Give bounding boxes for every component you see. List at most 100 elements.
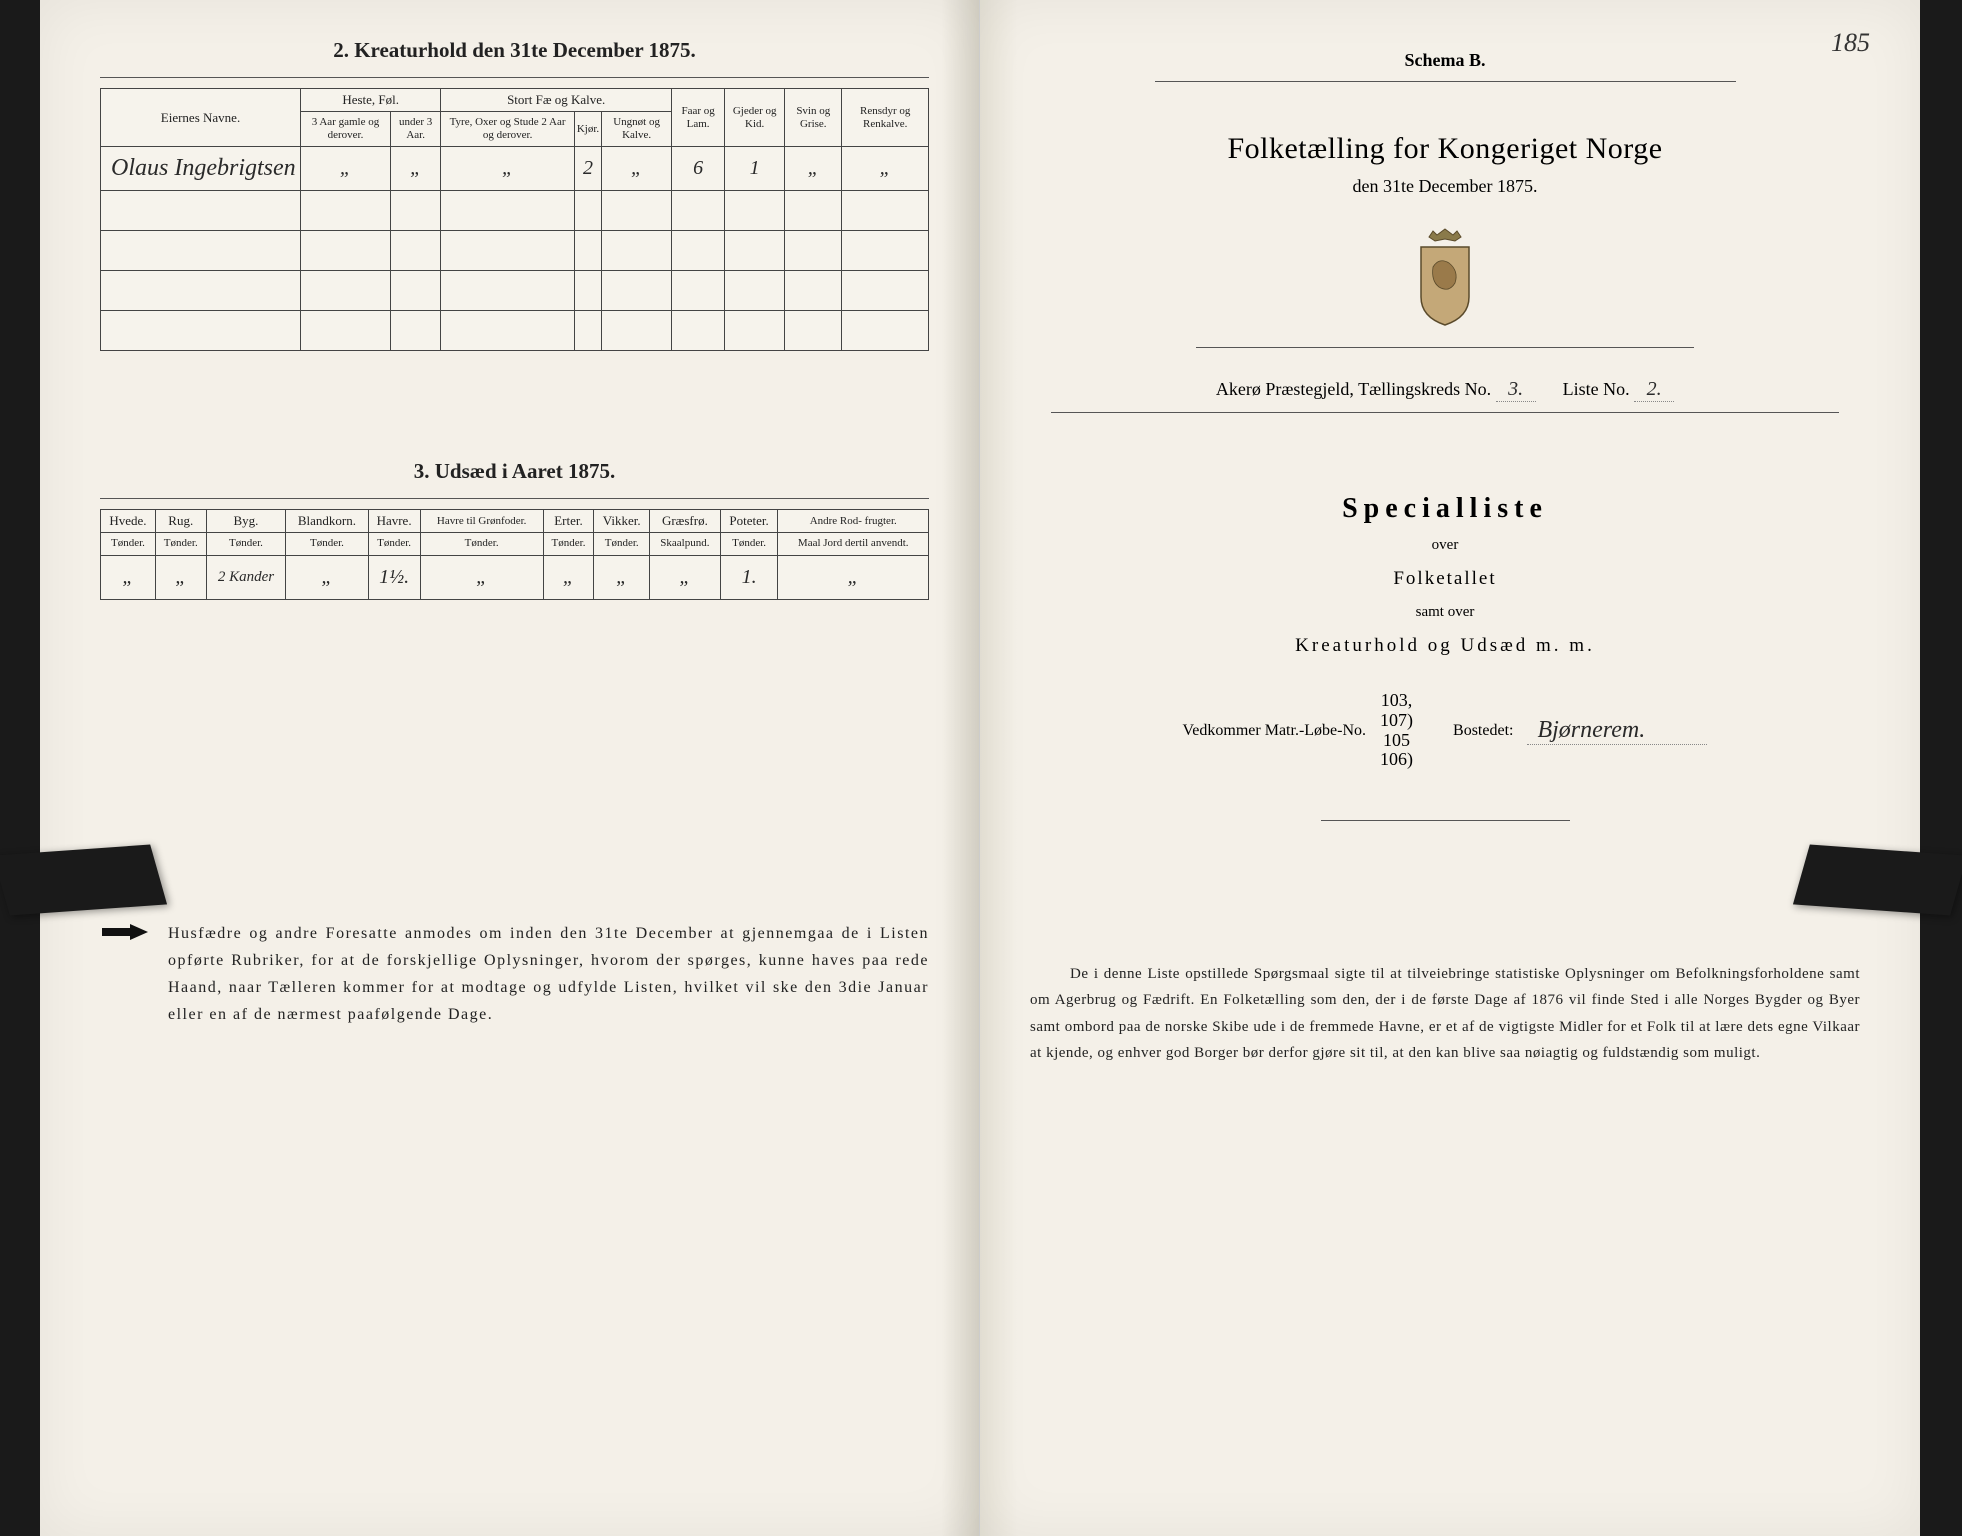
th-heste-group: Heste, Føl.	[301, 89, 441, 112]
table-row: Olaus Ingebrigtsen „ „ „ 2 „ 6 1 „ „	[101, 147, 929, 191]
census-title: Folketælling for Kongeriget Norge	[1030, 132, 1860, 166]
th: Erter.	[543, 510, 594, 533]
cell: 1.	[720, 555, 778, 599]
section3-title: 3. Udsæd i Aaret 1875.	[100, 459, 929, 484]
specialliste-title: Specialliste	[1030, 493, 1860, 525]
th: Poteter.	[720, 510, 778, 533]
coat-of-arms-icon	[1405, 227, 1485, 327]
rule	[1321, 820, 1570, 821]
kreds-number: 3.	[1496, 378, 1536, 402]
th: Tønder.	[155, 533, 206, 555]
cell: „	[420, 555, 543, 599]
header-row: Hvede. Rug. Byg. Blandkorn. Havre. Havre…	[101, 510, 929, 533]
cell: „	[543, 555, 594, 599]
matr-label: Vedkommer Matr.-Løbe-No.	[1183, 722, 1367, 740]
th-fae-b: Kjør.	[574, 112, 601, 147]
rule	[1051, 412, 1840, 413]
th-fae-c: Ungnøt og Kalve.	[602, 112, 672, 147]
parish-line: Akerø Præstegjeld, Tællingskreds No. 3. …	[1030, 378, 1860, 402]
th-fae-group: Stort Fæ og Kalve.	[441, 89, 672, 112]
spec-folketallet: Folketallet	[1030, 568, 1860, 590]
right-page: 185 Schema B. Folketælling for Kongerige…	[980, 0, 1920, 1536]
left-page: 2. Kreaturhold den 31te December 1875. E…	[40, 0, 980, 1536]
th-gjeder: Gjeder og Kid.	[725, 89, 785, 147]
cell: „	[441, 147, 575, 191]
th: Tønder.	[286, 533, 368, 555]
th: Tønder.	[368, 533, 420, 555]
th: Havre til Grønfoder.	[420, 510, 543, 533]
table-row: „ „ 2 Kander „ 1½. „ „ „ „ 1. „	[101, 555, 929, 599]
liste-label: Liste No.	[1563, 379, 1630, 399]
intro-paragraph: De i denne Liste opstillede Spørgsmaal s…	[1030, 961, 1860, 1066]
parish-label: Præstegjeld, Tællingskreds No.	[1265, 379, 1491, 399]
note-block: Husfædre og andre Foresatte anmodes om i…	[100, 920, 929, 1029]
cell: „	[650, 555, 721, 599]
matr-numbers: 103, 107) 105 106)	[1380, 691, 1413, 770]
th: Skaalpund.	[650, 533, 721, 555]
bosted-value: Bjørnerem.	[1527, 717, 1707, 745]
cell: „	[842, 147, 929, 191]
matr-num: 107)	[1380, 710, 1413, 730]
matr-num: 106)	[1380, 749, 1413, 769]
rule	[100, 498, 929, 499]
table-row	[101, 271, 929, 311]
th-fae-a: Tyre, Oxer og Stude 2 Aar og derover.	[441, 112, 575, 147]
matr-num: 103,	[1381, 690, 1413, 710]
th: Rug.	[155, 510, 206, 533]
spec-kreatur: Kreaturhold og Udsæd m. m.	[1030, 635, 1860, 657]
th-heste-b: under 3 Aar.	[390, 112, 440, 147]
cell: „	[594, 555, 650, 599]
th: Tønder.	[206, 533, 286, 555]
cell: „	[390, 147, 440, 191]
spec-samt: samt over	[1030, 604, 1860, 621]
th-faar: Faar og Lam.	[672, 89, 725, 147]
cell: „	[778, 555, 929, 599]
census-subtitle: den 31te December 1875.	[1030, 176, 1860, 197]
th: Hvede.	[101, 510, 156, 533]
cell: „	[301, 147, 391, 191]
section2-title: 2. Kreaturhold den 31te December 1875.	[100, 38, 929, 63]
th: Tønder.	[420, 533, 543, 555]
th-ren: Rensdyr og Renkalve.	[842, 89, 929, 147]
th: Maal Jord dertil anvendt.	[778, 533, 929, 555]
th-owner: Eiernes Navne.	[101, 89, 301, 147]
kreatur-table: Eiernes Navne. Heste, Føl. Stort Fæ og K…	[100, 88, 929, 351]
udsaed-table: Hvede. Rug. Byg. Blandkorn. Havre. Havre…	[100, 509, 929, 599]
table-row	[101, 191, 929, 231]
th: Tønder.	[594, 533, 650, 555]
rule	[1196, 347, 1694, 348]
matr-num: 105	[1383, 730, 1410, 750]
parish-name: Akerø	[1216, 379, 1261, 399]
spec-over: over	[1030, 537, 1860, 554]
unit-row: Tønder. Tønder. Tønder. Tønder. Tønder. …	[101, 533, 929, 555]
cell: 2 Kander	[206, 555, 286, 599]
cell: „	[602, 147, 672, 191]
matr-line: Vedkommer Matr.-Løbe-No. 103, 107) 105 1…	[1030, 691, 1860, 770]
book-spread: 2. Kreaturhold den 31te December 1875. E…	[40, 0, 1920, 1536]
th: Tønder.	[543, 533, 594, 555]
page-clip	[1793, 844, 1962, 915]
th: Tønder.	[101, 533, 156, 555]
schema-label: Schema B.	[1030, 50, 1860, 71]
note-text: Husfædre og andre Foresatte anmodes om i…	[168, 920, 929, 1029]
cell: „	[785, 147, 842, 191]
th-heste-a: 3 Aar gamle og derover.	[301, 112, 391, 147]
th: Byg.	[206, 510, 286, 533]
th: Andre Rod- frugter.	[778, 510, 929, 533]
th: Blandkorn.	[286, 510, 368, 533]
page-number: 185	[1831, 28, 1870, 58]
cell: „	[101, 555, 156, 599]
th-svin: Svin og Grise.	[785, 89, 842, 147]
table-row	[101, 311, 929, 351]
cell-owner: Olaus Ingebrigtsen	[101, 147, 301, 191]
th: Havre.	[368, 510, 420, 533]
liste-number: 2.	[1634, 378, 1674, 402]
bosted-label: Bostedet:	[1453, 722, 1513, 740]
th: Vikker.	[594, 510, 650, 533]
rule	[1155, 81, 1736, 82]
cell: „	[286, 555, 368, 599]
rule	[100, 77, 929, 78]
cell: 6	[672, 147, 725, 191]
cell: „	[155, 555, 206, 599]
th: Græsfrø.	[650, 510, 721, 533]
